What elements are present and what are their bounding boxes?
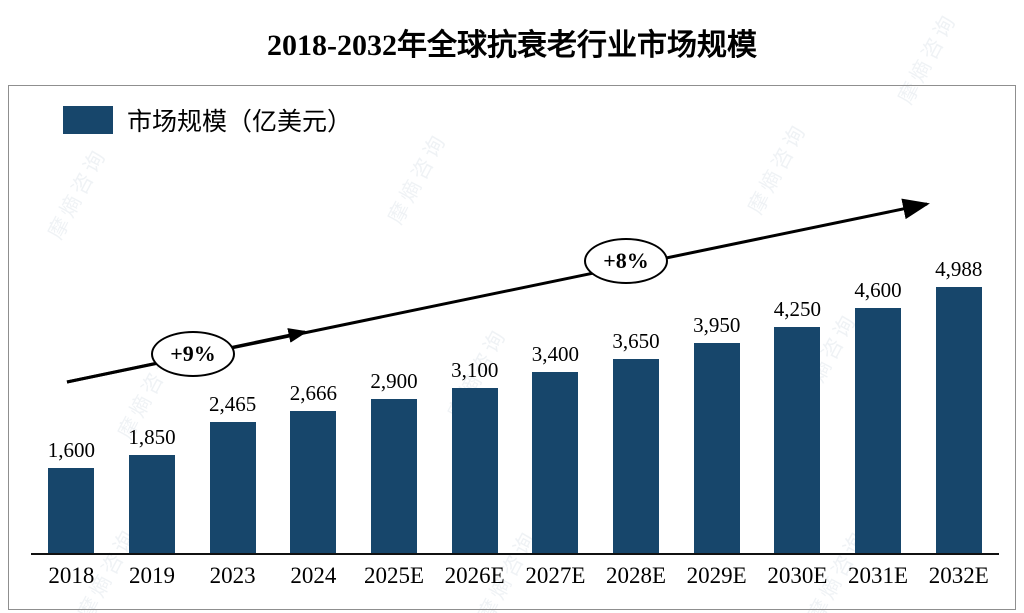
bar-value-label: 2,900 bbox=[370, 369, 418, 393]
legend-color-swatch-icon bbox=[63, 106, 113, 134]
bar-value-label: 4,600 bbox=[854, 278, 902, 302]
bar-value-label: 4,988 bbox=[935, 257, 983, 281]
bar-value-label: 1,600 bbox=[47, 438, 95, 462]
legend-label: 市场规模（亿美元） bbox=[127, 109, 353, 136]
bar-column: 3,100 bbox=[434, 358, 515, 554]
bar-column: 4,988 bbox=[918, 257, 999, 554]
x-axis-label: 2023 bbox=[209, 563, 256, 588]
bar-value-label: 3,950 bbox=[693, 313, 741, 337]
bar-value-label: 2,666 bbox=[289, 381, 337, 405]
bar-column: 3,650 bbox=[596, 329, 677, 554]
bar-column: 2,900 bbox=[354, 369, 435, 554]
bar-value-label: 3,100 bbox=[451, 358, 499, 382]
bar-column: 2,465 bbox=[192, 392, 273, 554]
bar bbox=[855, 308, 902, 554]
legend: 市场规模（亿美元） bbox=[63, 102, 352, 138]
bar-column: 3,400 bbox=[515, 342, 596, 554]
bar bbox=[48, 468, 95, 554]
bar bbox=[451, 388, 498, 554]
bar-value-label: 4,250 bbox=[773, 297, 821, 321]
bar-value-label: 3,400 bbox=[531, 342, 579, 366]
x-axis-label: 2019 bbox=[129, 563, 175, 588]
x-axis-label: 2027E bbox=[525, 563, 586, 588]
x-axis-label: 2028E bbox=[606, 563, 667, 588]
bar-column: 2,666 bbox=[273, 381, 354, 554]
x-axis-label: 2025E bbox=[363, 563, 425, 588]
bar-value-label: 1,850 bbox=[128, 425, 176, 449]
bar-value-label: 3,650 bbox=[612, 329, 660, 353]
chart-title: 2018-2032年全球抗衰老行业市场规模 bbox=[267, 29, 757, 62]
bars: 1,600 1,850 2,465 2,666 2,900 3,100 3,400 3,650… bbox=[31, 86, 999, 554]
bar bbox=[613, 359, 660, 554]
bar bbox=[371, 399, 418, 554]
bar bbox=[290, 411, 337, 554]
growth-rate-right-label: +8% bbox=[603, 248, 649, 273]
growth-rate-bubble-left: +9% bbox=[151, 331, 235, 377]
growth-rate-left-label: +9% bbox=[170, 341, 216, 366]
x-axis-label: 2024 bbox=[290, 563, 337, 588]
bar-column: 1,850 bbox=[112, 425, 193, 554]
bar-value-label: 2,465 bbox=[209, 392, 257, 416]
x-axis-label: 2026E bbox=[444, 563, 505, 588]
bar-column: 1,600 bbox=[31, 438, 112, 554]
chart-frame: 市场规模（亿美元） +9% +8 bbox=[8, 85, 1016, 610]
x-axis-label: 2029E bbox=[686, 563, 747, 588]
x-axis-label: 2031E bbox=[848, 563, 909, 588]
plot-area: +9% +8% 1,600 1,850 2,465 2,666 2,900 3,100 3,… bbox=[9, 86, 1015, 609]
bar bbox=[129, 455, 175, 554]
bar bbox=[774, 327, 821, 554]
bar bbox=[693, 343, 740, 554]
bar bbox=[935, 287, 982, 554]
x-axis-label: 2018 bbox=[48, 563, 95, 588]
x-axis-label: 2030E bbox=[767, 563, 828, 588]
growth-rate-bubble-right: +8% bbox=[584, 238, 668, 284]
bar-column: 3,950 bbox=[676, 313, 757, 554]
x-axis-label: 2032E bbox=[928, 563, 989, 588]
bar-column: 4,250 bbox=[757, 297, 838, 554]
x-axis-line bbox=[31, 553, 999, 555]
bar-column: 4,600 bbox=[838, 278, 919, 554]
bar bbox=[532, 372, 579, 554]
x-axis-labels: 2018 2019 2023 2024 2025E 2026E 2027E 2028E 2029… bbox=[31, 563, 999, 589]
bar bbox=[209, 422, 256, 554]
